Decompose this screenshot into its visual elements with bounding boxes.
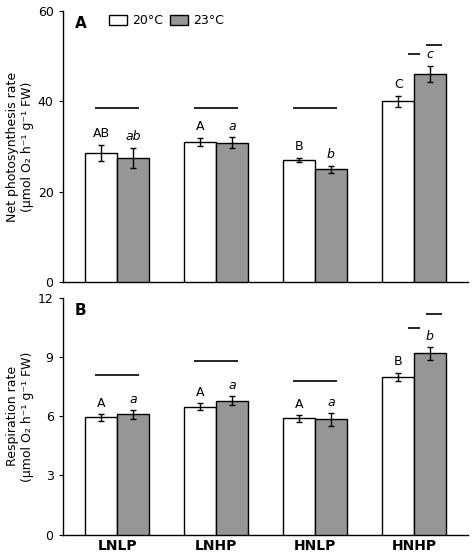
Y-axis label: Net photosynthesis rate
(μmol O₂ h⁻¹ g⁻¹ FW): Net photosynthesis rate (μmol O₂ h⁻¹ g⁻¹… [6, 72, 34, 221]
Bar [414, 74, 446, 282]
Text: B: B [75, 303, 86, 318]
Text: A: A [75, 16, 87, 31]
Text: A: A [97, 396, 106, 410]
Text: a: a [228, 120, 236, 132]
Bar [216, 401, 248, 534]
Text: B: B [394, 356, 402, 368]
Bar [117, 158, 149, 282]
Text: AB: AB [92, 127, 110, 140]
Bar [216, 143, 248, 282]
Text: b: b [327, 148, 335, 160]
Text: A: A [196, 386, 204, 399]
Bar [315, 169, 346, 282]
Legend: 20°C, 23°C: 20°C, 23°C [109, 14, 224, 27]
Text: A: A [196, 120, 204, 134]
Text: C: C [394, 78, 402, 91]
Bar [383, 101, 414, 282]
Text: a: a [129, 393, 137, 406]
Bar [283, 418, 315, 534]
Bar [414, 353, 446, 534]
Bar [315, 419, 346, 534]
Text: ab: ab [125, 130, 141, 143]
Bar [85, 153, 117, 282]
Bar [283, 160, 315, 282]
Text: a: a [228, 379, 236, 392]
Bar [85, 418, 117, 534]
Text: b: b [426, 330, 434, 343]
Bar [383, 377, 414, 534]
Bar [184, 406, 216, 534]
Bar [184, 142, 216, 282]
Y-axis label: Respiration rate
(μmol O₂ h⁻¹ g⁻¹ FW): Respiration rate (μmol O₂ h⁻¹ g⁻¹ FW) [6, 351, 34, 481]
Text: c: c [427, 48, 433, 61]
Text: B: B [295, 140, 303, 153]
Text: a: a [327, 396, 335, 409]
Bar [117, 414, 149, 534]
Text: A: A [295, 397, 303, 410]
